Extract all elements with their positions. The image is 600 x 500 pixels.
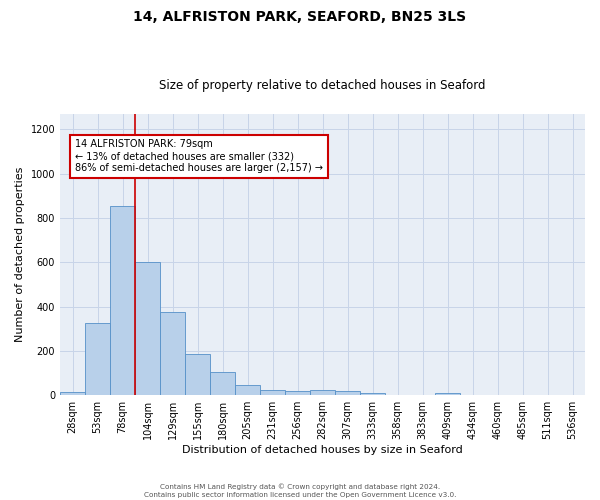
Text: 14 ALFRISTON PARK: 79sqm
← 13% of detached houses are smaller (332)
86% of semi-: 14 ALFRISTON PARK: 79sqm ← 13% of detach… <box>75 140 323 172</box>
X-axis label: Distribution of detached houses by size in Seaford: Distribution of detached houses by size … <box>182 445 463 455</box>
Title: Size of property relative to detached houses in Seaford: Size of property relative to detached ho… <box>159 79 486 92</box>
Bar <box>285 391 310 395</box>
Bar <box>335 391 360 395</box>
Bar <box>260 390 285 395</box>
Y-axis label: Number of detached properties: Number of detached properties <box>15 167 25 342</box>
Bar <box>360 393 385 395</box>
Bar <box>110 206 135 395</box>
Text: Contains HM Land Registry data © Crown copyright and database right 2024.
Contai: Contains HM Land Registry data © Crown c… <box>144 484 456 498</box>
Bar <box>135 262 160 395</box>
Bar <box>210 372 235 395</box>
Bar <box>435 393 460 395</box>
Text: 14, ALFRISTON PARK, SEAFORD, BN25 3LS: 14, ALFRISTON PARK, SEAFORD, BN25 3LS <box>133 10 467 24</box>
Bar <box>60 392 85 395</box>
Bar <box>310 390 335 395</box>
Bar <box>185 354 210 395</box>
Bar <box>85 323 110 395</box>
Bar <box>160 312 185 395</box>
Bar <box>235 384 260 395</box>
